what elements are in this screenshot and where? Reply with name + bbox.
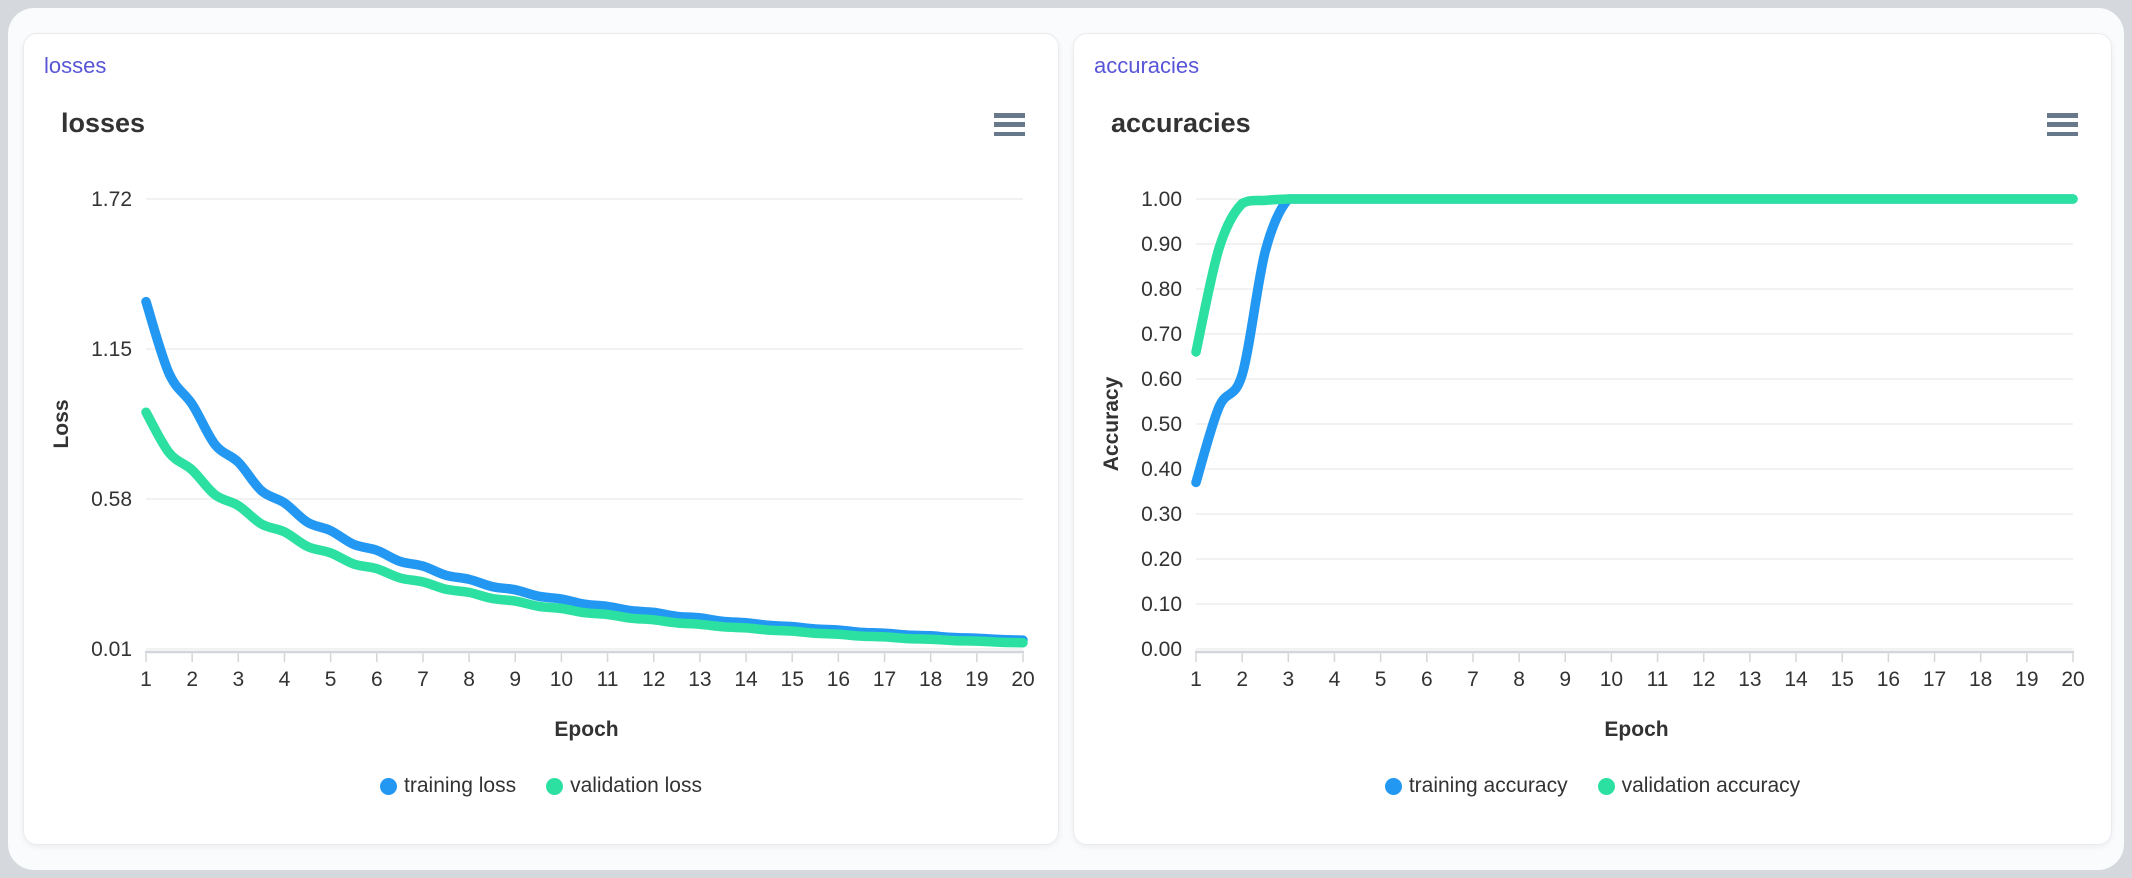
x-tick-label: 7 — [1467, 668, 1479, 691]
x-tick-label: 18 — [919, 668, 942, 691]
x-tick-label: 16 — [1877, 668, 1900, 691]
y-tick-label: 1.15 — [91, 338, 132, 361]
x-tick-label: 12 — [1692, 668, 1715, 691]
x-tick-label: 20 — [2061, 668, 2084, 691]
legend-item-training-accuracy[interactable]: training accuracy — [1384, 774, 1568, 798]
x-tick-label: 5 — [325, 668, 337, 691]
x-tick-label: 14 — [1784, 668, 1808, 691]
validation-loss-curve[interactable] — [141, 407, 1028, 648]
x-tick-label: 14 — [734, 668, 758, 691]
x-tick-label: 20 — [1011, 668, 1034, 691]
x-tick-label: 15 — [1831, 668, 1854, 691]
y-tick-label: 0.40 — [1141, 458, 1182, 481]
y-tick-label: 0.30 — [1141, 503, 1182, 526]
panel-label-losses: losses — [44, 53, 107, 78]
legend-label: training loss — [404, 774, 517, 797]
x-tick-label: 1 — [1190, 668, 1202, 691]
x-tick-label: 8 — [1513, 668, 1525, 691]
x-tick-label: 11 — [597, 668, 619, 691]
losses-x-axis-title: Epoch — [554, 718, 619, 741]
legend-marker-icon — [546, 777, 564, 795]
validation-accuracy-curve[interactable] — [1191, 194, 2078, 357]
accuracies-chart: 0.00 0.10 0.20 0.30 0.40 0.50 0.60 0.70 0.80 0.90… — [1141, 188, 2085, 691]
x-tick-label: 13 — [1738, 668, 1761, 691]
x-tick-label: 6 — [1421, 668, 1433, 691]
legend-item-training-loss[interactable]: training loss — [380, 774, 516, 798]
x-tick-label: 3 — [1282, 668, 1294, 691]
accuracies-x-axis-title: Epoch — [1604, 718, 1669, 741]
x-tick-label: 4 — [279, 668, 291, 691]
x-tick-label: 13 — [688, 668, 711, 691]
x-tick-label: 5 — [1375, 668, 1387, 691]
losses-legend: training loss validation loss — [24, 774, 1058, 798]
x-tick-label: 10 — [550, 668, 573, 691]
legend-label: training accuracy — [1408, 774, 1568, 797]
accuracies-y-axis-title: Accuracy — [1100, 376, 1123, 472]
legend-label: validation accuracy — [1621, 774, 1801, 797]
y-tick-label: 1.00 — [1141, 188, 1182, 211]
y-tick-label: 1.72 — [91, 188, 132, 211]
hamburger-icon — [2047, 113, 2078, 118]
x-tick-label: 2 — [1236, 668, 1248, 691]
x-tick-label: 2 — [186, 668, 198, 691]
y-tick-label: 0.60 — [1141, 368, 1182, 391]
x-tick-label: 19 — [2015, 668, 2038, 691]
x-tick-label: 3 — [232, 668, 244, 691]
x-tick-label: 15 — [781, 668, 804, 691]
losses-chart-title: losses — [61, 108, 146, 138]
training-loss-curve[interactable] — [141, 296, 1028, 645]
y-tick-label: 0.80 — [1141, 278, 1182, 301]
x-tick-label: 9 — [1559, 668, 1571, 691]
chart-context-menu-button[interactable] — [2047, 113, 2078, 136]
x-tick-label: 17 — [1923, 668, 1946, 691]
x-tick-label: 12 — [642, 668, 665, 691]
hamburger-icon — [994, 113, 1025, 118]
legend-marker-icon — [380, 777, 398, 795]
y-tick-label: 0.10 — [1141, 593, 1182, 616]
chart-context-menu-button[interactable] — [994, 113, 1025, 136]
x-tick-label: 7 — [417, 668, 429, 691]
x-tick-label: 6 — [371, 668, 383, 691]
accuracies-chart-title: accuracies — [1111, 108, 1251, 138]
x-tick-label: 1 — [140, 668, 152, 691]
x-tick-label: 9 — [509, 668, 521, 691]
y-tick-label: 0.58 — [91, 488, 132, 511]
legend-item-validation-loss[interactable]: validation loss — [546, 774, 702, 798]
training-accuracy-curve[interactable] — [1191, 194, 2078, 488]
y-tick-label: 0.50 — [1141, 413, 1182, 436]
x-tick-label: 11 — [1647, 668, 1669, 691]
legend-item-validation-accuracy[interactable]: validation accuracy — [1597, 774, 1801, 798]
x-tick-label: 19 — [965, 668, 988, 691]
x-tick-label: 18 — [1969, 668, 1992, 691]
y-tick-label: 0.90 — [1141, 233, 1182, 256]
y-tick-label: 0.00 — [1141, 638, 1182, 661]
y-tick-label: 0.70 — [1141, 323, 1182, 346]
x-tick-label: 17 — [873, 668, 896, 691]
legend-label: validation loss — [570, 774, 702, 797]
y-tick-label: 0.01 — [91, 638, 132, 661]
accuracies-legend: training accuracy validation accuracy — [1074, 774, 2111, 798]
accuracies-panel: accuracies 0.00 0.10 0.20 0.30 0.40 0.50 0.60 0… — [1073, 33, 2112, 845]
losses-panel: losses 0.01 0.58 1.15 1.72 1 2 3 4 5 6 7 8 9 10 11 12 13… — [23, 33, 1059, 845]
x-tick-label: 4 — [1329, 668, 1341, 691]
x-tick-label: 10 — [1600, 668, 1623, 691]
losses-y-axis-title: Loss — [50, 399, 73, 449]
losses-chart: 0.010.581.151.721 2 3 4 5 6 7 8 9 10 11 12 13 14 15 16 1… — [91, 188, 1035, 691]
panel-label-accuracies: accuracies — [1094, 53, 1200, 78]
x-tick-label: 16 — [827, 668, 850, 691]
y-tick-label: 0.20 — [1141, 548, 1182, 571]
x-tick-label: 8 — [463, 668, 475, 691]
legend-marker-icon — [1597, 777, 1615, 795]
legend-marker-icon — [1384, 777, 1402, 795]
